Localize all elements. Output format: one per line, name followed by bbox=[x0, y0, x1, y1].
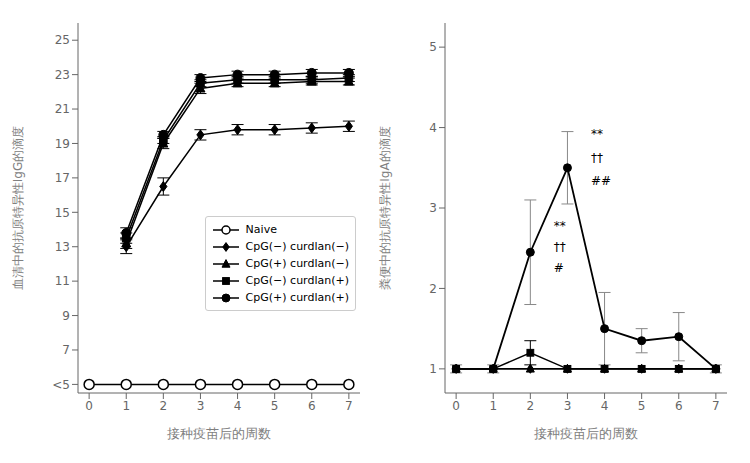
svg-text:4: 4 bbox=[234, 399, 242, 413]
svg-text:#: # bbox=[554, 261, 564, 275]
svg-text:7: 7 bbox=[345, 399, 353, 413]
svg-text:25: 25 bbox=[55, 33, 70, 47]
svg-text:**: ** bbox=[554, 219, 566, 233]
svg-text:3: 3 bbox=[429, 201, 437, 215]
svg-text:4: 4 bbox=[429, 121, 437, 135]
html-text:CpG(+) curdlan(+): CpG(+) curdlan(+) bbox=[245, 291, 349, 304]
svg-text:粪便中的抗原特异性IgA的滴度: 粪便中的抗原特异性IgA的滴度 bbox=[378, 126, 392, 289]
svg-text:††: †† bbox=[591, 151, 603, 165]
html-text:CpG(−) curdlan(+): CpG(−) curdlan(+) bbox=[245, 274, 349, 287]
svg-text:9: 9 bbox=[62, 309, 70, 323]
svg-text:21: 21 bbox=[55, 102, 70, 116]
svg-text:15: 15 bbox=[55, 206, 70, 220]
svg-text:19: 19 bbox=[55, 137, 70, 151]
svg-text:5: 5 bbox=[429, 40, 437, 54]
svg-text:6: 6 bbox=[675, 399, 683, 413]
svg-text:##: ## bbox=[591, 174, 611, 188]
svg-text:接种疫苗后的周数: 接种疫苗后的周数 bbox=[167, 426, 271, 441]
svg-text:7: 7 bbox=[62, 343, 70, 357]
svg-text:††: †† bbox=[554, 240, 566, 254]
svg-text:**: ** bbox=[591, 127, 603, 141]
svg-text:4: 4 bbox=[601, 399, 609, 413]
svg-text:1: 1 bbox=[429, 362, 437, 376]
svg-text:2: 2 bbox=[527, 399, 535, 413]
html-text:CpG(−) curdlan(−): CpG(−) curdlan(−) bbox=[245, 240, 349, 253]
svg-text:<5: <5 bbox=[52, 378, 70, 392]
svg-text:血清中的抗原特异性IgG的滴度: 血清中的抗原特异性IgG的滴度 bbox=[11, 126, 25, 290]
svg-text:11: 11 bbox=[55, 274, 70, 288]
html-text:CpG(+) curdlan(−): CpG(+) curdlan(−) bbox=[245, 257, 349, 270]
svg-text:5: 5 bbox=[638, 399, 646, 413]
svg-text:3: 3 bbox=[197, 399, 205, 413]
svg-text:2: 2 bbox=[429, 282, 437, 296]
svg-text:接种疫苗后的周数: 接种疫苗后的周数 bbox=[534, 426, 638, 441]
svg-text:7: 7 bbox=[712, 399, 720, 413]
svg-text:2: 2 bbox=[160, 399, 168, 413]
svg-text:5: 5 bbox=[271, 399, 279, 413]
svg-text:1: 1 bbox=[122, 399, 130, 413]
svg-text:1: 1 bbox=[489, 399, 497, 413]
svg-text:0: 0 bbox=[452, 399, 460, 413]
svg-text:23: 23 bbox=[55, 68, 70, 82]
svg-text:17: 17 bbox=[55, 171, 70, 185]
svg-text:3: 3 bbox=[564, 399, 572, 413]
html-text:Naive: Naive bbox=[245, 223, 277, 236]
svg-text:0: 0 bbox=[85, 399, 93, 413]
svg-text:13: 13 bbox=[55, 240, 70, 254]
svg-text:6: 6 bbox=[308, 399, 316, 413]
